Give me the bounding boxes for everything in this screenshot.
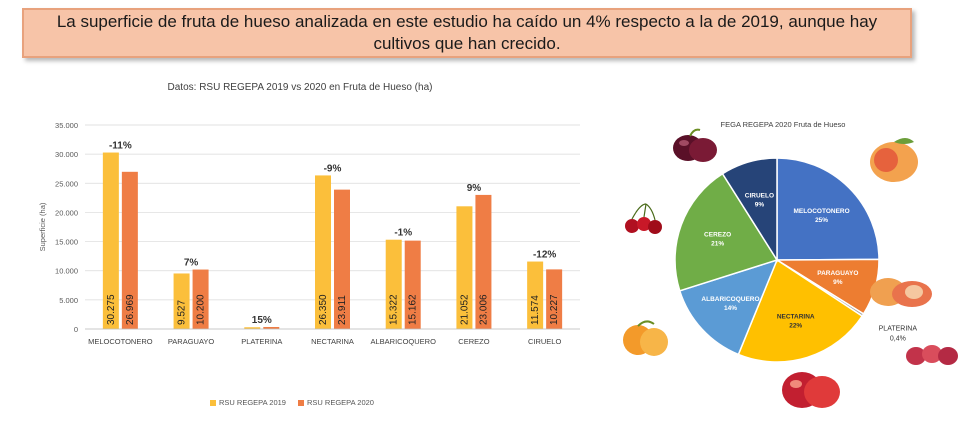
pie-slice-pct: 25%: [815, 217, 828, 224]
pie-slice: [776, 157, 880, 261]
bar-value-label: 9.527: [177, 300, 188, 325]
y-tick-label: 20.000: [55, 208, 78, 217]
pie-slice: [721, 157, 778, 263]
bar-value-label: 21.052: [459, 294, 470, 325]
plum-group-illustration-icon: [906, 345, 958, 365]
apricot-illustration-icon: [623, 320, 668, 356]
bar-value-label: 26.969: [125, 294, 136, 325]
y-tick-label: 15.000: [55, 238, 78, 247]
bar-2020: [404, 240, 421, 329]
x-category-label: MELOCOTONERO: [88, 337, 153, 346]
bar-2019: [173, 273, 190, 329]
pie-slice: [737, 258, 864, 363]
pie-slice-pct: 21%: [711, 240, 724, 247]
x-category-label: CEREZO: [458, 337, 489, 346]
bar-value-label: 26.350: [318, 294, 329, 325]
change-label: -12%: [533, 250, 556, 261]
pie-slice-label: MELOCOTONERO: [793, 208, 849, 215]
change-label: -11%: [109, 141, 132, 152]
bar-2020: [334, 189, 350, 329]
bar-2019: [385, 239, 402, 329]
y-tick-label: 10.000: [55, 267, 78, 276]
bar-2020: [263, 326, 280, 329]
bar-2019: [315, 175, 331, 329]
pie-slice: [674, 172, 779, 292]
pie-slice-label: PLATERINA: [879, 325, 918, 332]
pie-slice-label: CIRUELO: [745, 192, 774, 199]
pie-slice-pct: 0,4%: [890, 335, 906, 342]
bar-value-label: 23.911: [337, 295, 348, 325]
pie-slice-pct: 9%: [755, 201, 765, 208]
y-tick-label: 5.000: [59, 296, 78, 305]
legend-item-2020: RSU REGEPA 2020: [297, 398, 374, 407]
peach-illustration-icon: [870, 138, 918, 182]
bar-2020: [121, 171, 138, 329]
legend-swatch-2020: [297, 399, 304, 406]
change-label: -9%: [324, 163, 342, 174]
pie-chart-title: FEGA REGEPA 2020 Fruta de Hueso: [720, 120, 846, 129]
headline-banner: La superficie de fruta de hueso analizad…: [22, 8, 912, 58]
nectarine-illustration-icon: [782, 372, 840, 408]
change-label: 15%: [252, 315, 272, 326]
x-category-label: NECTARINA: [311, 337, 354, 346]
bar-value-label: 15.322: [389, 294, 400, 325]
pie-slice-label: CEREZO: [704, 231, 731, 238]
legend-label-2019: RSU REGEPA 2019: [219, 398, 286, 407]
bar-2019: [102, 152, 119, 329]
bar-value-label: 23.006: [478, 294, 489, 325]
x-category-label: ALBARICOQUERO: [370, 337, 436, 346]
y-tick-label: 0: [74, 325, 78, 334]
legend-swatch-2019: [210, 399, 216, 406]
x-category-label: PLATERINA: [241, 337, 282, 346]
bar-2020: [546, 269, 563, 329]
change-label: -1%: [394, 228, 412, 239]
pie-slice-label: NECTARINA: [777, 313, 815, 320]
bar-value-label: 11.574: [530, 295, 541, 325]
plum-illustration-icon: [673, 128, 717, 162]
flat-peach-illustration-icon: [870, 278, 932, 307]
change-label: 7%: [184, 258, 199, 269]
pie-chart: MELOCOTONERO 25% PARAGUAYO 9% PLATERINA 0,4% N…: [674, 157, 918, 363]
bar-2020: [192, 269, 209, 329]
pie-slice-pct: 14%: [724, 305, 737, 312]
cherry-illustration-icon: [625, 203, 662, 234]
bar-2019: [527, 261, 544, 329]
pie-slice-label: PARAGUAYO: [817, 270, 858, 277]
legend-label-2020: RSU REGEPA 2020: [306, 398, 374, 407]
pie-slice-pct: 9%: [833, 279, 843, 286]
y-tick-label: 30.000: [55, 150, 78, 159]
y-tick-label: 25.000: [55, 179, 78, 188]
y-axis-label: Superficie (ha): [38, 202, 47, 251]
x-category-label: CIRUELO: [528, 337, 562, 346]
bar-chart-legend: RSU REGEPA 2019 RSU REGEPA 2020: [210, 398, 374, 407]
legend-item-2019: RSU REGEPA 2019: [210, 398, 286, 407]
bar-value-label: 10.200: [196, 294, 207, 325]
bar-2020: [475, 194, 492, 329]
pie-slice-pct: 22%: [789, 322, 802, 329]
bar-value-label: 10.227: [549, 294, 560, 325]
bar-chart-title: Datos: RSU REGEPA 2019 vs 2020 en Fruta …: [167, 82, 433, 93]
bar-chart: 0 5.000 10.000 15.000 20.000 25.000 30.000 35.0…: [38, 121, 580, 346]
pie-slice-label: ALBARICOQUERO: [701, 296, 759, 303]
x-category-label: PARAGUAYO: [168, 337, 215, 346]
change-label: 9%: [467, 183, 482, 194]
bar-value-label: 15.162: [408, 294, 419, 325]
bar-2019: [456, 206, 473, 329]
bar-2019: [244, 327, 261, 329]
bar-value-label: 30.275: [106, 294, 117, 325]
y-tick-label: 35.000: [55, 121, 78, 130]
headline-text: La superficie de fruta de hueso analizad…: [56, 12, 878, 53]
